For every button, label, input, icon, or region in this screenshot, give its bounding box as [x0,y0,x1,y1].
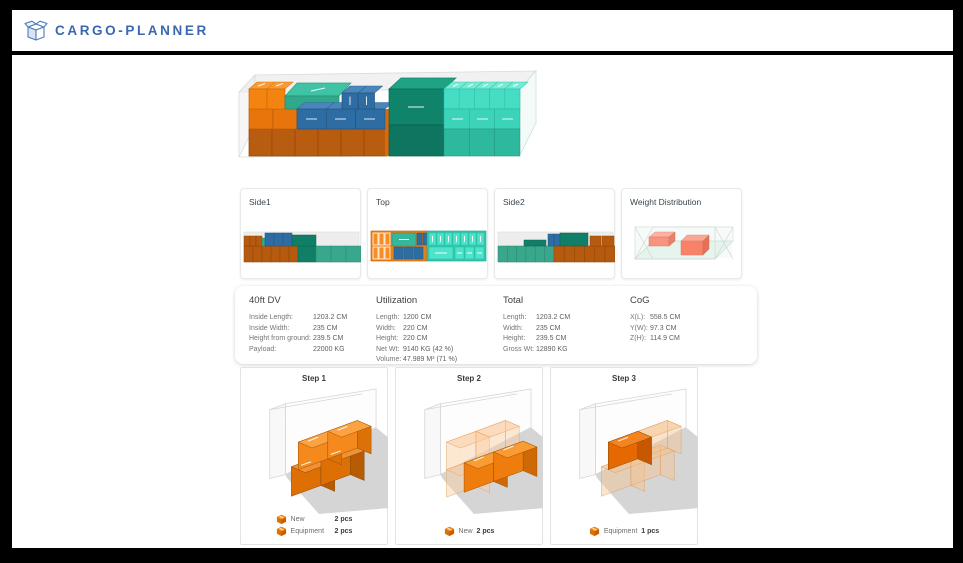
stat-row: Width: 235 CM [503,324,561,332]
stat-row: Length: 1203.2 CM [503,314,571,321]
stat-row: Width: 220 CM [376,324,428,332]
header-divider [12,51,953,55]
view-title: Side2 [503,197,525,207]
stats-title: 40ft DV [249,295,281,306]
stats-container-column: 40ft DV Inside Length: 1203.2 CM Inside W… [249,295,376,366]
stats-cog-column: CoG X(L): 558.5 CM Y(W): 97.3 CM Z(H): 114.… [630,295,757,366]
step3-scene [579,388,698,514]
step-title: Step 2 [456,374,481,383]
stats-card: 40ft DV Inside Length: 1203.2 CM Inside W… [235,286,757,364]
view-title: Side1 [249,197,271,207]
stats-title: Total [503,295,524,306]
stat-row: Payload: 22000 KG [249,345,345,353]
view-card-top[interactable]: Top [367,188,488,279]
package-icon [589,526,600,537]
stat-row: Y(W): 97.3 CM [630,324,677,332]
step-legend: New 2 pcs Equipment 2 pcs [241,514,387,537]
stat-row: Z(H): 114.9 CM [630,335,680,342]
legend-item: New 2 pcs [443,526,495,537]
view-title: Top [376,197,390,207]
step-title: Step 1 [301,374,326,383]
legend-qty: 2 pcs [476,528,495,535]
legend-name: Equipment [603,528,638,535]
legend-item: New 2 pcs [275,514,353,525]
step-card-1: Step 1 [240,367,388,545]
view-title: Weight Distribution [630,197,702,207]
brand-logo[interactable]: CARGO-PLANNER [24,19,209,43]
load-steps: Step 1 [240,367,698,545]
step-card-3: Step 3 [550,367,698,545]
side2-view-graphic [497,231,615,263]
container-3d-graphic [238,69,537,158]
cargo-box-icon [24,20,48,41]
step-legend: Equipment 1 pcs [551,526,697,537]
top-view-graphic [370,230,487,262]
stat-row: Length: 1200 CM [376,314,432,321]
container-3d-view[interactable] [227,65,557,165]
stats-title: Utilization [376,295,418,306]
stat-row: Height from ground: 239.5 CM [249,335,344,342]
stat-row: Inside Length: 1203.2 CM [249,314,348,321]
package-icon [443,526,455,537]
stat-row: Net Wt: 9140 KG (42 %) [376,345,454,353]
view-card-side2[interactable]: Side2 [494,188,615,279]
view-panels: Side1 Top [240,188,742,279]
side1-view-graphic [243,231,361,263]
app-header: CARGO-PLANNER [12,10,953,51]
stat-row: Volume: 47.989 M³ (71 %) [376,356,458,363]
view-card-side1[interactable]: Side1 [240,188,361,279]
step-card-2: Step 2 [395,367,543,545]
weight-distribution-graphic [634,226,734,260]
legend-name: Equipment [290,528,325,535]
legend-name: New [458,528,473,535]
step2-scene [424,388,543,514]
view-card-weight-distribution[interactable]: Weight Distribution [621,188,742,279]
step-title: Step 3 [611,374,636,383]
legend-item: Equipment 2 pcs [275,526,353,537]
legend-qty: 2 pcs [334,516,353,523]
stats-utilization-column: Utilization Length: 1200 CM Width: 220 CM … [376,295,503,366]
stat-row: X(L): 558.5 CM [630,314,681,321]
step-legend: New 2 pcs [396,526,542,537]
stat-row: Height: 220 CM [376,335,428,342]
stat-row: Height: 239.5 CM [503,335,567,342]
legend-qty: 2 pcs [334,528,353,535]
legend-qty: 1 pcs [641,528,660,535]
brand-name: CARGO-PLANNER [55,23,209,38]
step1-scene [269,388,388,514]
app-window: CARGO-PLANNER [12,10,953,548]
legend-name: New [290,516,305,523]
package-icon [275,526,287,537]
stats-title: CoG [630,295,650,306]
stat-row: Gross Wt: 12890 KG [503,345,568,353]
stat-row: Inside Width: 235 CM [249,324,338,332]
stats-total-column: Total Length: 1203.2 CM Width: 235 CM Heig… [503,295,630,366]
package-icon [275,514,287,525]
legend-item: Equipment 1 pcs [589,526,659,537]
